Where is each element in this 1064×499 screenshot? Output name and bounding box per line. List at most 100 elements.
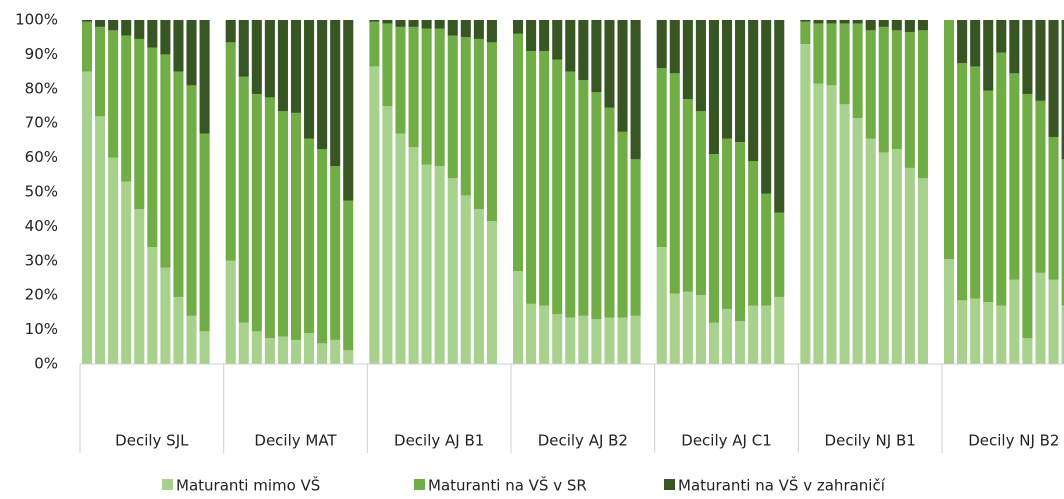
- bar-segment: [996, 20, 1007, 53]
- y-tick-label: 100%: [15, 11, 58, 29]
- bar-segment: [996, 305, 1007, 364]
- bar-segment: [526, 50, 537, 304]
- bar-segment: [251, 331, 262, 364]
- bar-segment: [264, 20, 275, 98]
- bar-segment: [656, 20, 667, 69]
- bar-segment: [108, 157, 119, 364]
- bar-segment: [774, 20, 785, 213]
- bar-segment: [460, 37, 471, 196]
- bar-segment: [513, 20, 524, 34]
- bar-segment: [408, 26, 419, 148]
- bar-segment: [447, 178, 458, 364]
- bar-segment: [82, 71, 93, 364]
- bar-segment: [774, 212, 785, 297]
- bar-segment: [552, 59, 563, 315]
- bar-segment: [604, 317, 615, 364]
- bar-segment: [800, 44, 811, 365]
- bar-segment: [904, 32, 915, 168]
- x-tick-label: Decily NJ B2: [968, 432, 1059, 450]
- bar-segment: [630, 315, 641, 364]
- y-tick-label: 0%: [34, 355, 58, 373]
- bar-segment: [630, 159, 641, 316]
- bar-segment: [813, 20, 824, 24]
- bar-segment: [264, 338, 275, 364]
- bar-segment: [304, 333, 315, 364]
- bar-segment: [774, 296, 785, 364]
- bar-segment: [526, 303, 537, 364]
- bar-segment: [852, 23, 863, 119]
- bar-segment: [578, 80, 589, 316]
- x-tick-label: Decily AJ C1: [681, 432, 771, 450]
- bar-segment: [160, 267, 171, 364]
- bar-segment: [82, 21, 93, 72]
- bar-segment: [826, 23, 837, 86]
- bar-segment: [330, 166, 341, 340]
- bar-segment: [682, 20, 693, 100]
- bar-segment: [996, 52, 1007, 306]
- bar-segment: [983, 90, 994, 303]
- bar-segment: [1009, 279, 1020, 364]
- bar-segment: [408, 147, 419, 364]
- bar-segment: [343, 20, 354, 201]
- bar-segment: [904, 20, 915, 33]
- bar-segment: [330, 20, 341, 167]
- bar-segment: [552, 314, 563, 364]
- bar-segment: [382, 106, 393, 364]
- bar-segment: [904, 167, 915, 364]
- x-tick-label: Decily SJL: [115, 432, 189, 450]
- y-tick-label: 70%: [25, 114, 58, 132]
- bar-segment: [134, 38, 145, 210]
- bar-segment: [839, 20, 850, 24]
- bar-segment: [473, 209, 484, 364]
- bar-segment: [708, 154, 719, 323]
- bar-segment: [578, 20, 589, 81]
- bar-segment: [721, 20, 733, 139]
- bar-segment: [748, 305, 759, 364]
- bar-segment: [473, 20, 484, 39]
- bar-segment: [565, 71, 576, 318]
- bar-segment: [108, 20, 119, 31]
- bar-segment: [1061, 20, 1064, 160]
- bar-segment: [317, 343, 328, 364]
- bar-segment: [238, 322, 249, 364]
- bar-segment: [813, 83, 824, 364]
- bar-segment: [290, 112, 302, 340]
- bar-segment: [800, 21, 811, 45]
- bar-segment: [186, 20, 197, 86]
- bar-segment: [839, 104, 850, 364]
- bar-segment: [917, 20, 928, 31]
- bar-segment: [695, 111, 706, 296]
- bar-segment: [800, 20, 811, 22]
- bar-segment: [826, 20, 837, 24]
- bar-segment: [447, 20, 458, 36]
- bar-segment: [95, 26, 106, 117]
- bar-segment: [395, 26, 406, 134]
- y-tick-label: 60%: [25, 148, 58, 166]
- bar-segment: [486, 221, 497, 364]
- bar-segment: [983, 302, 994, 364]
- bar-segment: [330, 339, 341, 364]
- bar-segment: [121, 181, 132, 364]
- legend-swatch: [664, 479, 675, 490]
- y-tick-label: 50%: [25, 183, 58, 201]
- y-tick-label: 80%: [25, 79, 58, 97]
- bar-segment: [617, 20, 628, 132]
- bar-segment: [983, 20, 994, 91]
- bar-segment: [891, 30, 902, 149]
- x-tick-label: Decily NJ B1: [825, 432, 916, 450]
- bar-segment: [735, 142, 746, 321]
- bar-segment: [656, 68, 667, 248]
- bar-segment: [186, 85, 197, 316]
- bar-segment: [917, 30, 928, 179]
- bar-segment: [1048, 20, 1059, 137]
- bar-segment: [173, 296, 184, 364]
- bar-segment: [682, 291, 693, 364]
- bar-segment: [1022, 338, 1033, 364]
- bar-segment: [460, 20, 471, 38]
- bar-segment: [225, 42, 236, 261]
- bar-segment: [147, 20, 158, 48]
- bar-segment: [134, 209, 145, 364]
- bar-segment: [721, 138, 733, 309]
- bar-segment: [1035, 100, 1046, 273]
